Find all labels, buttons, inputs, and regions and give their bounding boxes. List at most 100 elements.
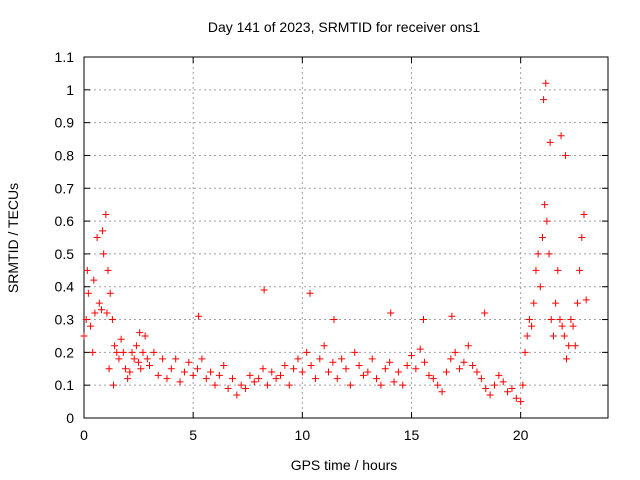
data-point — [272, 375, 280, 383]
y-tick-label: 0.6 — [55, 213, 75, 229]
data-point — [189, 371, 197, 379]
y-tick-label: 0.2 — [55, 344, 75, 360]
data-point — [338, 355, 346, 363]
data-point — [451, 348, 459, 356]
data-point — [473, 368, 481, 376]
data-point — [87, 322, 95, 330]
data-point — [255, 375, 263, 383]
data-point — [563, 355, 571, 363]
data-point — [521, 348, 529, 356]
data-point — [119, 348, 127, 356]
data-point — [355, 361, 363, 369]
data-point — [429, 375, 437, 383]
data-point — [412, 365, 420, 373]
data-point — [540, 96, 548, 104]
data-point — [399, 381, 407, 389]
data-point — [532, 266, 540, 274]
data-point — [259, 365, 267, 373]
data-point — [167, 365, 175, 373]
data-point — [448, 312, 456, 320]
data-point — [569, 322, 577, 330]
data-point — [342, 365, 350, 373]
data-point — [390, 378, 398, 386]
data-point — [250, 378, 258, 386]
data-point — [202, 375, 210, 383]
data-point — [224, 384, 232, 392]
data-point — [195, 312, 203, 320]
data-point — [277, 371, 284, 379]
data-point — [135, 358, 143, 366]
data-point — [580, 211, 588, 219]
data-point — [561, 151, 569, 159]
data-point — [320, 342, 328, 350]
data-point — [325, 368, 333, 376]
axes: 0 0.1 0.2 0.3 0.4 0.5 0.6 0.7 0.8 0.9 1 1.1 0 5 10 15 20 — [55, 49, 609, 443]
data-point — [519, 381, 527, 389]
data-point — [556, 316, 564, 324]
y-tick-label: 0.3 — [55, 312, 75, 328]
data-point — [172, 355, 180, 363]
data-point — [434, 381, 442, 389]
data-point — [117, 335, 125, 343]
data-point — [565, 342, 573, 350]
data-point — [545, 250, 553, 258]
data-point — [113, 348, 121, 356]
data-point — [528, 322, 536, 330]
data-point — [143, 355, 151, 363]
data-point — [482, 384, 490, 392]
data-point — [403, 361, 411, 369]
data-point — [128, 348, 136, 356]
data-point — [220, 361, 228, 369]
data-point — [290, 365, 298, 373]
data-point — [546, 138, 554, 146]
data-point — [547, 316, 555, 324]
data-point — [394, 368, 402, 376]
data-point — [198, 355, 206, 363]
data-point — [100, 250, 108, 258]
data-point — [329, 358, 337, 366]
data-point — [539, 234, 546, 241]
data-point — [215, 371, 223, 379]
data-point — [525, 316, 533, 324]
data-point — [159, 355, 167, 363]
data-point — [154, 371, 162, 379]
data-point — [316, 355, 324, 363]
data-point — [99, 227, 107, 235]
data-point — [469, 361, 477, 369]
data-point — [207, 368, 215, 376]
data-points — [80, 79, 590, 406]
data-point — [115, 355, 123, 363]
data-point — [578, 234, 586, 241]
data-point — [124, 375, 132, 383]
data-point — [576, 266, 584, 274]
data-point — [571, 342, 579, 350]
data-point — [442, 368, 450, 376]
data-point — [126, 368, 134, 376]
data-point — [108, 316, 116, 324]
data-point — [281, 361, 289, 369]
data-point — [307, 361, 315, 369]
data-point — [263, 381, 271, 389]
data-point — [90, 276, 98, 284]
data-point — [103, 309, 111, 317]
data-point — [408, 352, 415, 360]
data-point — [83, 266, 91, 274]
data-point — [425, 371, 433, 379]
y-tick-label: 0.4 — [55, 279, 75, 295]
data-point — [460, 358, 468, 366]
y-tick-label: 0.7 — [55, 180, 75, 196]
data-point — [377, 381, 385, 389]
x-axis-label: GPS time / hours — [291, 457, 398, 473]
data-point — [512, 394, 520, 402]
data-point — [541, 201, 549, 209]
data-point — [359, 371, 367, 379]
data-point — [242, 384, 250, 392]
data-point — [447, 355, 455, 363]
data-point — [508, 384, 516, 392]
data-point — [421, 358, 429, 366]
data-point — [481, 309, 489, 317]
data-point — [530, 299, 538, 307]
data-point — [104, 266, 112, 274]
data-point — [233, 391, 241, 399]
data-point — [95, 299, 103, 307]
